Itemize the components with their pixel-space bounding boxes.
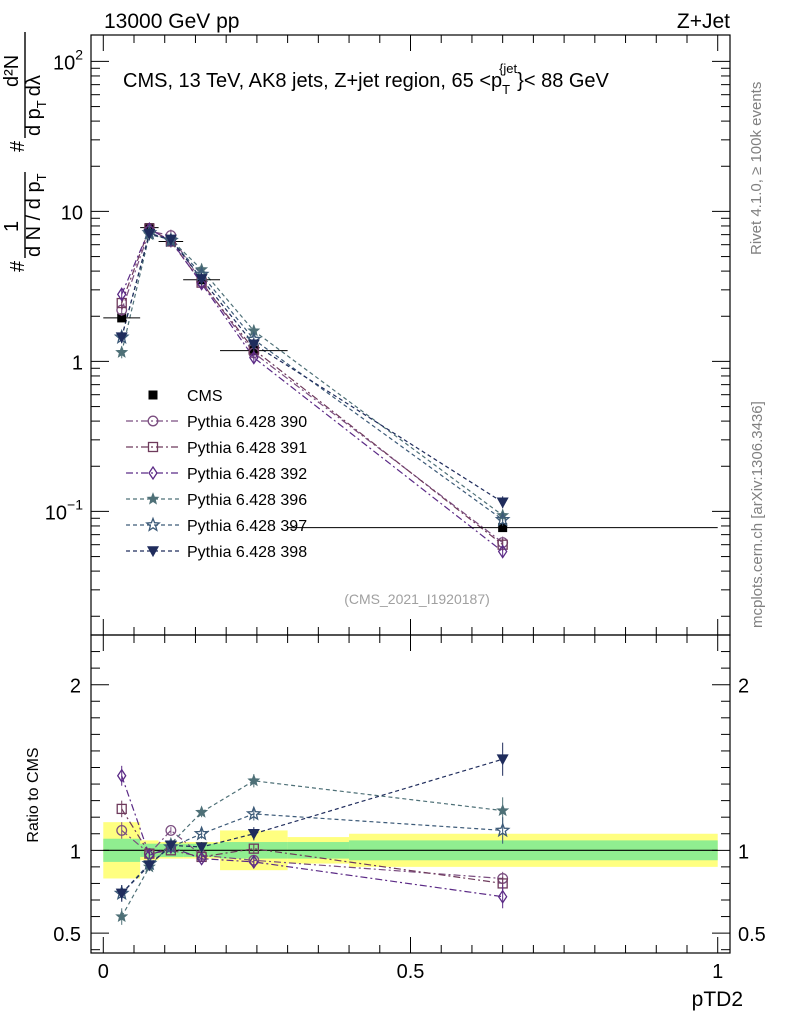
ratio-point [249, 854, 259, 870]
ratio-point [165, 824, 177, 836]
main-point [195, 274, 208, 286]
x-tick-label: 0 [98, 961, 109, 983]
legend-marker [148, 465, 158, 481]
ratio-y-tick-label-left: 0.5 [53, 924, 81, 946]
rivet-label: Rivet 4.1.0, ≥ 100k events [748, 82, 765, 255]
y-label-num2: d²N [1, 55, 23, 87]
legend-label: Pythia 6.428 398 [187, 544, 307, 561]
header-right: Z+Jet [677, 10, 730, 33]
ratio-line-pythia-6.428-391 [121, 808, 503, 884]
main-line-pythia-6.428-398 [121, 232, 504, 503]
legend-cms-marker [148, 390, 158, 400]
ratio-point [496, 754, 509, 766]
main-line-pythia-6.428-397 [121, 232, 504, 521]
main-panel: 10−1 1 10 102 CMS, 13 TeV, AK8 jets, Z+jet … [1, 32, 731, 636]
legend-label: Pythia 6.428 396 [187, 492, 307, 509]
main-point [115, 332, 128, 344]
y-label-den2: d pTdλ [23, 75, 49, 136]
ratio-point [245, 805, 262, 821]
legend-label: Pythia 6.428 391 [187, 440, 307, 457]
ratio-point [494, 822, 511, 838]
main-line-pythia-6.428-396 [121, 233, 504, 516]
main-point [196, 276, 207, 291]
legend-marker [147, 441, 159, 453]
legend-marker [146, 492, 160, 505]
main-line-pythia-6.428-390 [121, 230, 504, 544]
header-left: 13000 GeV pp [104, 10, 239, 33]
y-label-hash2: # [7, 140, 29, 152]
ratio-panel: 0.5 0.5 1 1 2 2 0 0.5 1 Ratio to CMS pTD2 [25, 634, 766, 1011]
ratio-point [116, 768, 127, 783]
ratio-point [247, 828, 260, 840]
x-tick-label: 0.5 [397, 961, 425, 983]
main-series-lines [121, 227, 504, 553]
cms-markers [103, 223, 718, 533]
main-y-label: # 1 d N / d pT # d²N d pTdλ [1, 32, 49, 272]
ratio-series-markers [113, 742, 511, 925]
y-label-one: 1 [1, 221, 23, 232]
legend-label: Pythia 6.428 397 [187, 518, 307, 535]
main-series-markers [113, 222, 511, 559]
main-point [249, 350, 259, 365]
ratio-point [196, 851, 207, 866]
source-label: (CMS_2021_I1920187) [344, 591, 490, 607]
legend-label: Pythia 6.428 392 [187, 466, 307, 483]
y-tick-label: 10−1 [45, 496, 83, 524]
ratio-axis-ticks: 0.5 0.5 1 1 2 2 0 0.5 1 [53, 635, 766, 983]
main-line-pythia-6.428-391 [121, 227, 504, 546]
ratio-y-tick-label-left: 1 [70, 841, 81, 863]
legend: CMS Pythia 6.428 390 Pythia 6.428 391 Pythi… [126, 388, 307, 561]
legend-marker [146, 546, 160, 558]
ratio-y-tick-label-right: 1 [738, 841, 749, 863]
ratio-line-pythia-6.428-398 [121, 758, 503, 894]
main-point [494, 511, 511, 527]
mcplots-label: mcplots.cern.ch [arXiv:1306.3436] [749, 401, 766, 628]
ratio-point [115, 888, 128, 900]
cms-point [498, 523, 508, 533]
ratio-point [143, 860, 156, 872]
legend-marker [145, 516, 161, 532]
ratio-y-tick-label-right: 0.5 [738, 924, 766, 946]
y-label-hash: # [7, 260, 29, 272]
ratio-point [195, 842, 208, 854]
main-line-pythia-6.428-392 [121, 228, 504, 553]
main-point [116, 287, 127, 302]
ratio-point [164, 840, 177, 852]
ratio-point [497, 889, 508, 904]
main-point [164, 234, 177, 246]
ratio-point [248, 843, 259, 854]
legend-label: Pythia 6.428 390 [187, 414, 307, 431]
ratio-y-label: Ratio to CMS [25, 747, 42, 842]
main-point [115, 345, 129, 358]
ratio-point [116, 824, 128, 836]
ratio-point [115, 909, 129, 923]
ratio-point [496, 803, 510, 817]
y-label-den: d N / d pT [23, 173, 49, 257]
y-tick-label: 1 [72, 352, 83, 374]
legend-label: CMS [187, 388, 223, 405]
x-axis-label: pTD2 [692, 988, 743, 1011]
main-point [497, 544, 508, 559]
ratio-y-tick-label-right: 2 [738, 676, 749, 698]
y-tick-label: 102 [53, 46, 83, 74]
ratio-line-pythia-6.428-397 [121, 813, 503, 894]
ratio-point [193, 825, 210, 841]
cms-point [117, 313, 127, 323]
y-tick-label: 10 [61, 202, 83, 224]
main-point [496, 497, 509, 509]
ratio-point [116, 803, 127, 815]
ratio-point [247, 774, 261, 787]
ratio-frame [90, 634, 731, 954]
ratio-point [195, 805, 209, 818]
x-tick-label: 1 [712, 961, 723, 983]
ratio-line-pythia-6.428-392 [121, 775, 503, 898]
main-axis-ticks: 10−1 1 10 102 [45, 35, 730, 635]
main-point [247, 339, 260, 351]
ratio-y-tick-label-left: 2 [70, 676, 81, 698]
main-title: CMS, 13 TeV, AK8 jets, Z+jet region, 65 … [123, 61, 610, 97]
legend-marker [147, 415, 159, 427]
main-point [143, 228, 156, 240]
